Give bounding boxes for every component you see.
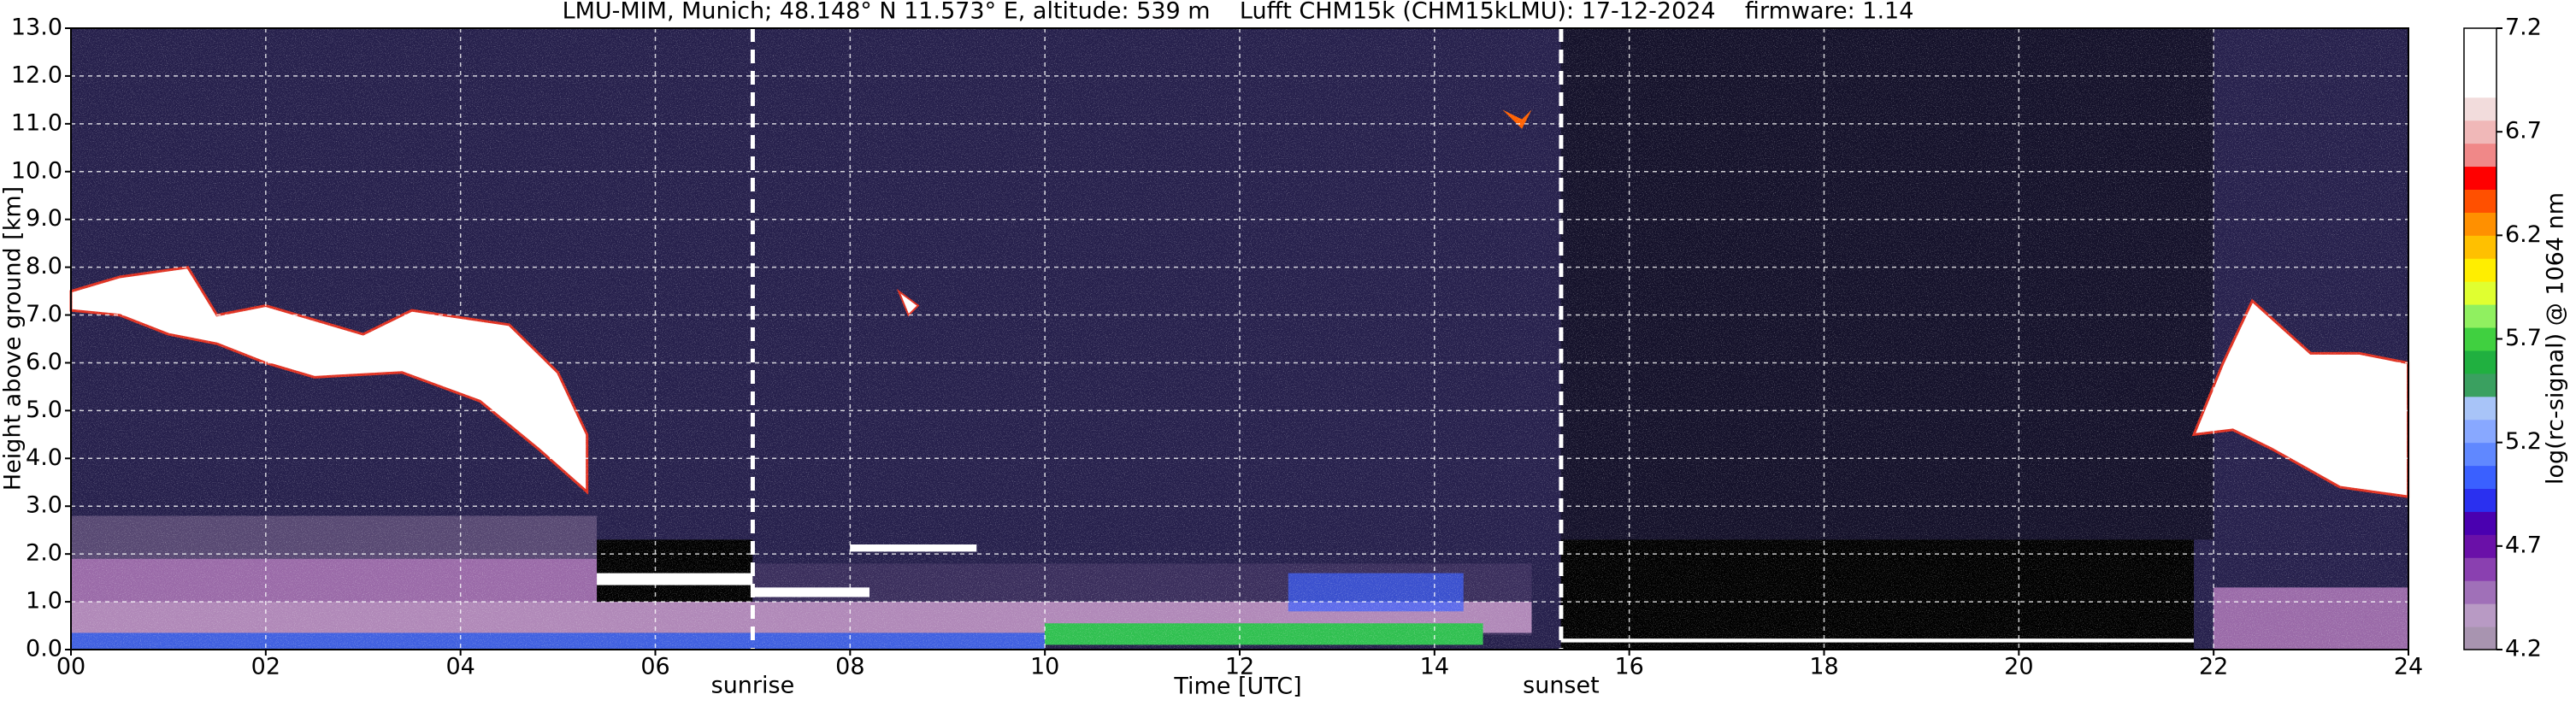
y-tick-label: 13.0 [11, 15, 62, 41]
y-tick-label: 0.0 [26, 636, 62, 662]
colorbar-swatch [2464, 419, 2496, 444]
y-tick-label: 8.0 [26, 253, 62, 279]
colorbar-swatch [2464, 373, 2496, 397]
colorbar-swatch [2464, 235, 2496, 259]
colorbar: 4.2 4.7 5.2 5.7 6.2 6.7 7.2 [2463, 15, 2542, 662]
colorbar-tick-label: 7.2 [2505, 15, 2542, 41]
x-tick-label: 24 [2394, 654, 2423, 680]
annotation-label: sunrise [711, 673, 795, 699]
colorbar-tick-label: 4.2 [2505, 636, 2542, 662]
x-tick-label: 04 [445, 654, 475, 680]
colorbar-swatch [2464, 465, 2496, 490]
y-tick-label: 9.0 [26, 205, 62, 232]
colorbar-swatch [2464, 350, 2496, 374]
colorbar-swatch [2464, 50, 2496, 75]
colorbar-swatch [2464, 120, 2496, 144]
colorbar-swatch [2464, 304, 2496, 328]
y-tick-label: 1.0 [26, 588, 62, 615]
x-tick-label: 08 [835, 654, 864, 680]
colorbar-tick-label: 5.7 [2505, 325, 2542, 351]
colorbar-swatch [2464, 603, 2496, 627]
y-tick-label: 4.0 [26, 444, 62, 471]
annotation-label: sunset [1523, 673, 1600, 699]
colorbar-swatch [2464, 212, 2496, 236]
x-tick-label: 10 [1030, 654, 1059, 680]
colorbar-swatch [2464, 143, 2496, 168]
y-tick-label: 6.0 [26, 349, 62, 375]
x-tick-label: 14 [1420, 654, 1449, 680]
colorbar-swatch [2464, 580, 2496, 604]
colorbar-swatch [2464, 511, 2496, 535]
x-tick-label: 22 [2199, 654, 2228, 680]
y-tick-label: 11.0 [11, 109, 62, 136]
colorbar-swatch [2464, 258, 2496, 282]
chart-title: LMU-MIM, Munich; 48.148° N 11.573° E, al… [563, 0, 1914, 25]
colorbar-tick-label: 5.2 [2505, 428, 2542, 455]
colorbar-swatch [2464, 327, 2496, 351]
y-tick-label: 3.0 [26, 492, 62, 519]
x-tick-label: 20 [2004, 654, 2033, 680]
x-tick-label: 02 [251, 654, 280, 680]
x-tick-label: 18 [1809, 654, 1838, 680]
y-axis-label: Height above ground [km] [0, 186, 27, 491]
y-tick-label: 5.0 [26, 397, 62, 423]
colorbar-tick-label: 6.2 [2505, 221, 2542, 248]
colorbar-swatch [2464, 97, 2496, 121]
colorbar-label: log(rc-signal) @ 1064 nm [2543, 192, 2569, 485]
x-tick-label: 12 [1225, 654, 1254, 680]
colorbar-tick-label: 4.7 [2505, 532, 2542, 558]
x-tick-label: 16 [1614, 654, 1643, 680]
colorbar-swatch [2464, 189, 2496, 213]
colorbar-swatch [2464, 74, 2496, 98]
y-tick-label: 10.0 [11, 157, 62, 184]
colorbar-swatch [2464, 396, 2496, 421]
colorbar-swatch [2464, 28, 2496, 52]
y-tick-label: 2.0 [26, 540, 62, 567]
colorbar-swatch [2464, 488, 2496, 512]
annotations: sunrise sunset [711, 28, 1600, 699]
x-tick-label: 00 [56, 654, 85, 680]
x-axis-label: Time [UTC] [1173, 674, 1301, 700]
colorbar-swatch [2464, 534, 2496, 558]
colorbar-swatch [2464, 442, 2496, 467]
colorbar-swatch [2464, 281, 2496, 305]
colorbar-tick-label: 6.7 [2505, 118, 2542, 144]
colorbar-swatch [2464, 627, 2496, 650]
colorbar-swatch [2464, 166, 2496, 190]
y-tick-label: 12.0 [11, 62, 62, 88]
x-tick-label: 06 [640, 654, 669, 680]
y-tick-label: 7.0 [26, 301, 62, 327]
colorbar-swatch [2464, 557, 2496, 581]
axes: 00 02 04 06 08 10 12 14 16 18 20 22 24 0.0 1.0 2.0 3.0 4.… [11, 15, 2423, 680]
